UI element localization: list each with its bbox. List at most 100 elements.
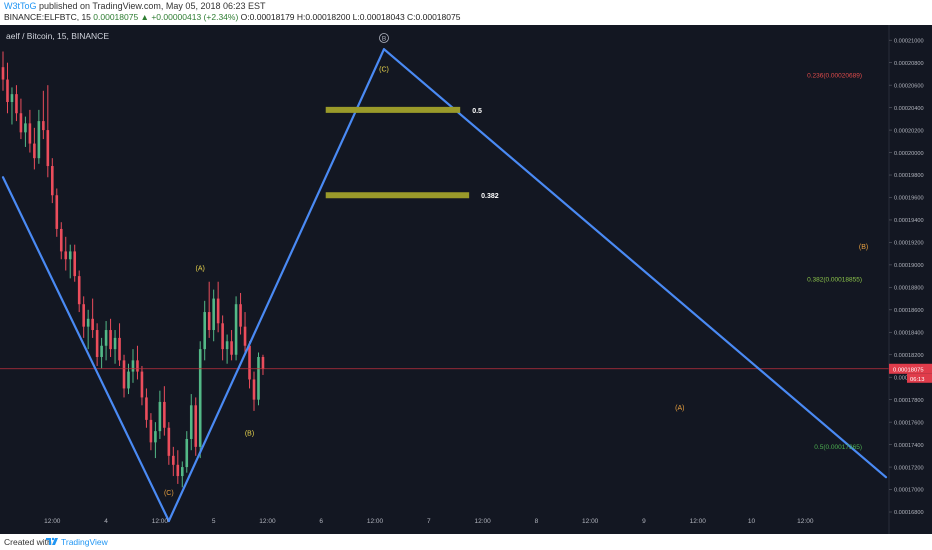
author-link[interactable]: W3tToG <box>4 1 37 11</box>
candle-body <box>216 298 220 324</box>
candle-body <box>131 360 135 372</box>
candle-body <box>59 228 63 252</box>
chart-symbol-title: aelf / Bitcoin, 15, BINANCE <box>6 31 109 41</box>
candle-body <box>109 330 112 350</box>
candle-body <box>212 298 215 331</box>
wave-annotation: (C) <box>164 490 174 497</box>
candle-body <box>145 397 148 420</box>
candle-body <box>77 276 81 305</box>
candle-body <box>127 371 130 389</box>
x-tick-label: 8 <box>535 518 539 525</box>
price-axis <box>889 25 932 534</box>
fib-target-label: 0.5(0.00017365) <box>814 444 862 451</box>
candle-body <box>42 121 45 131</box>
candle-body <box>149 419 153 443</box>
wave-line[interactable] <box>1 176 170 523</box>
candle-body <box>189 405 193 439</box>
fib-level-label: 0.5 <box>472 108 482 115</box>
chart-area[interactable]: 0.5 0.382 B (A) (B) (C) (C) (A) (B) 0.236(0.00020… <box>0 25 932 534</box>
candle-body <box>104 330 108 346</box>
candle-body <box>167 427 171 456</box>
candle-body <box>243 326 247 346</box>
y-tick-label: 0.00018800 <box>894 286 924 292</box>
candle-body <box>257 356 260 400</box>
x-tick-label: 12:00 <box>152 518 169 525</box>
chart-canvas[interactable]: 0.5 0.382 B (A) (B) (C) (C) (A) (B) 0.236(0.00020… <box>0 25 932 534</box>
y-tick-label: 0.00021000 <box>894 38 924 44</box>
wave-annotation: (A) <box>196 266 205 273</box>
candle-body <box>252 379 256 400</box>
candle-body <box>239 304 242 327</box>
tradingview-logo-icon <box>46 537 58 545</box>
fib-level-bar[interactable] <box>325 192 470 199</box>
countdown-tag-label: 06:13 <box>910 377 925 383</box>
candle-body <box>185 438 189 468</box>
fib-level-bar[interactable] <box>325 106 461 113</box>
y-tick-label: 0.00019400 <box>894 218 924 224</box>
y-tick-label: 0.00018200 <box>894 353 924 359</box>
price-change: 0.00018075 ▲ +0.00000413 (+2.34%) <box>93 12 239 22</box>
candle-body <box>10 94 14 103</box>
candle-body <box>37 121 41 159</box>
created-with-text: Created with <box>4 537 52 547</box>
y-tick-label: 0.00017400 <box>894 443 924 449</box>
candle-body <box>176 464 180 477</box>
wave-annotation: (B) <box>859 244 868 251</box>
wave-annotation: (B) <box>245 431 254 438</box>
wave-line[interactable] <box>382 48 888 479</box>
y-tick-label: 0.00016800 <box>894 510 924 516</box>
candle-body <box>1 67 5 80</box>
candle-body <box>15 94 18 114</box>
ohlc-line: BINANCE:ELFBTC, 15 0.00018075 ▲ +0.00000… <box>4 12 460 22</box>
candle-body <box>194 405 198 447</box>
chart-background <box>0 25 932 534</box>
symbol-label: BINANCE:ELFBTC, 15 <box>4 12 94 22</box>
candle-body <box>55 195 59 229</box>
y-tick-label: 0.00019600 <box>894 196 924 202</box>
candle-body <box>207 312 211 331</box>
wave-marker-label: B <box>382 35 386 42</box>
y-tick-label: 0.00020600 <box>894 83 924 89</box>
candle-body <box>234 304 238 355</box>
x-tick-label: 4 <box>104 518 108 525</box>
y-tick-label: 0.00020400 <box>894 106 924 112</box>
y-tick-label: 0.00019000 <box>894 263 924 269</box>
candle-body <box>73 251 77 277</box>
fib-level-label: 0.382 <box>481 193 499 200</box>
ohlc-values: O:0.00018179 H:0.00018200 L:0.00018043 C… <box>238 12 461 22</box>
candle-body <box>51 166 54 196</box>
x-tick-label: 12:00 <box>690 518 707 525</box>
y-tick-label: 0.00018400 <box>894 330 924 336</box>
y-tick-label: 0.00017600 <box>894 420 924 426</box>
publish-text: published on TradingView.com, May 05, 20… <box>36 1 266 11</box>
candle-body <box>261 356 265 369</box>
candle-body <box>33 143 36 159</box>
candle-body <box>248 345 251 380</box>
y-tick-label: 0.00019800 <box>894 173 924 179</box>
tradingview-link[interactable]: TradingView <box>61 537 108 547</box>
wave-line[interactable] <box>167 48 386 523</box>
candle-body <box>203 312 207 350</box>
x-tick-label: 6 <box>319 518 323 525</box>
y-tick-label: 0.00020800 <box>894 61 924 67</box>
y-tick-label: 0.00020000 <box>894 151 924 157</box>
y-tick-label: 0.00017000 <box>894 488 924 494</box>
current-price-tag-label: 0.00018075 <box>893 367 924 373</box>
x-tick-label: 12:00 <box>367 518 384 525</box>
current-price-tag <box>889 363 932 374</box>
publish-line: W3tToG published on TradingView.com, May… <box>4 1 266 11</box>
x-tick-label: 9 <box>642 518 646 525</box>
footer: Created with TradingView <box>0 534 932 550</box>
candle-body <box>28 123 32 144</box>
countdown-tag <box>907 373 932 383</box>
candle-body <box>225 341 229 350</box>
x-tick-label: 12:00 <box>259 518 276 525</box>
candle-body <box>136 360 139 372</box>
candle-body <box>95 330 99 357</box>
candle-body <box>158 401 162 432</box>
x-tick-label: 12:00 <box>44 518 61 525</box>
fib-target-label: 0.382(0.00018855) <box>807 277 862 284</box>
candle-body <box>122 360 126 389</box>
candle-body <box>19 113 23 133</box>
candle-body <box>198 349 202 447</box>
